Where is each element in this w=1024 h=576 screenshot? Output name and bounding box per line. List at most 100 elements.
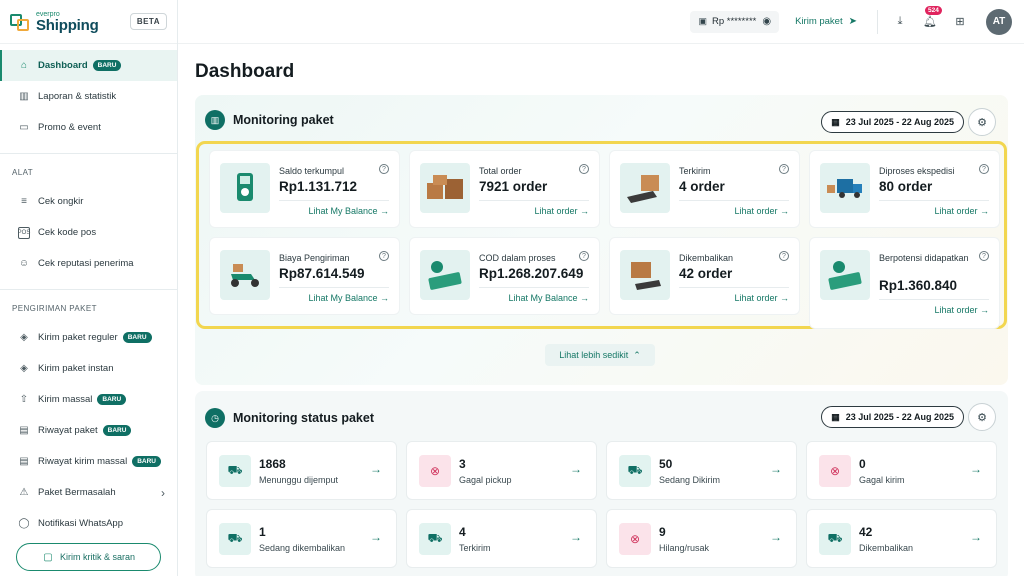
status-count: 4	[459, 525, 466, 539]
card-link[interactable]: Lihat order →	[734, 206, 789, 216]
sidebar-item-cek-kode-pos[interactable]: POS Cek kode pos	[0, 217, 177, 248]
status-card[interactable]: ⛟ 50 Sedang Dikirim →	[607, 442, 796, 499]
divider	[479, 287, 589, 288]
help-icon[interactable]: ?	[379, 164, 389, 174]
sidebar-item-kirim-instan[interactable]: ◈ Kirim paket instan	[0, 353, 177, 384]
status-card[interactable]: ⛟ 4 Terkirim →	[407, 510, 596, 567]
help-icon[interactable]: ?	[579, 251, 589, 261]
sidebar-item-dashboard[interactable]: ⌂ Dashboard BARU	[0, 50, 177, 81]
sidebar-item-notifikasi-whatsapp[interactable]: ◯ Notifikasi WhatsApp	[0, 508, 177, 539]
card-link[interactable]: Lihat order →	[534, 206, 589, 216]
card-link[interactable]: Lihat order →	[934, 305, 989, 315]
help-icon[interactable]: ?	[979, 164, 989, 174]
gear-icon: ⚙	[977, 116, 987, 129]
card-value: Rp1.131.712	[279, 179, 358, 194]
sidebar-item-paket-bermasalah[interactable]: ⚠ Paket Bermasalah ›	[0, 477, 177, 508]
divider	[479, 200, 589, 201]
status-label: Sedang dikembalikan	[259, 543, 346, 553]
card-link[interactable]: Lihat order →	[734, 293, 789, 303]
help-icon[interactable]: ?	[779, 251, 789, 261]
logo[interactable]: everpro Shipping	[36, 11, 99, 33]
status-card[interactable]: ⊗ 9 Hilang/rusak →	[607, 510, 796, 567]
sidebar-item-cek-ongkir[interactable]: ≡ Cek ongkir	[0, 186, 177, 217]
help-icon[interactable]: ?	[979, 251, 989, 261]
beta-badge: BETA	[129, 13, 167, 30]
notification-count: 524	[925, 5, 942, 15]
help-icon[interactable]: ?	[379, 251, 389, 261]
page-title: Dashboard	[195, 61, 295, 82]
sidebar-item-kirim-massal[interactable]: ⇧ Kirim massal BARU	[0, 384, 177, 415]
bar-chart-icon: ▥	[19, 91, 29, 102]
sidebar-item-kirim-reguler[interactable]: ◈ Kirim paket reguler BARU	[0, 322, 177, 353]
card-value: 7921 order	[479, 179, 548, 194]
show-less-button[interactable]: Lihat lebih sedikit ⌃	[545, 344, 655, 366]
status-label: Gagal pickup	[459, 475, 512, 485]
status-count: 42	[859, 525, 873, 539]
arrow-right-icon: →	[770, 462, 782, 476]
sidebar-item-label: Paket Bermasalah	[38, 487, 116, 498]
status-card[interactable]: ⛟ 1868 Menunggu dijemput →	[207, 442, 396, 499]
status-count: 3	[459, 457, 466, 471]
sidebar-item-riwayat-massal[interactable]: ▤ Riwayat kirim massal BARU	[0, 446, 177, 477]
avatar[interactable]: AT	[986, 8, 1012, 35]
card-value: 80 order	[879, 179, 933, 194]
logo-small-text: everpro	[36, 10, 60, 18]
card-label: Terkirim	[679, 166, 711, 176]
kirim-paket-button[interactable]: Kirim paket ➤	[795, 16, 857, 27]
date-range-picker[interactable]: ▦ 23 Jul 2025 - 22 Aug 2025	[821, 406, 964, 428]
help-icon[interactable]: ?	[579, 164, 589, 174]
card-label: Saldo terkumpul	[279, 166, 345, 176]
summary-card-diproses: Diproses ekspedisi ? 80 order Lihat orde…	[810, 151, 999, 227]
calculator-icon: ≡	[21, 196, 27, 207]
card-link[interactable]: Lihat order →	[934, 206, 989, 216]
scooter-icon	[220, 250, 270, 300]
sidebar-item-cek-reputasi[interactable]: ☺ Cek reputasi penerima	[0, 248, 177, 279]
chat-icon: ▢	[43, 551, 53, 563]
eye-icon[interactable]: ◉	[762, 16, 772, 27]
home-icon: ⌂	[20, 60, 28, 71]
sidebar-item-label: Kirim paket reguler	[38, 332, 118, 343]
payment-terminal-icon	[220, 163, 270, 213]
divider	[279, 200, 389, 201]
status-count: 9	[659, 525, 666, 539]
sidebar-item-riwayat-paket[interactable]: ▤ Riwayat paket BARU	[0, 415, 177, 446]
settings-button[interactable]: ⚙	[968, 403, 996, 431]
sidebar-item-label: Kirim massal	[38, 394, 93, 405]
download-icon[interactable]: ⤓	[897, 15, 903, 27]
panel-header: ◷ Monitoring status paket	[205, 408, 374, 428]
settings-button[interactable]: ⚙	[968, 108, 996, 136]
card-link[interactable]: Lihat My Balance →	[508, 293, 589, 303]
sidebar-item-laporan[interactable]: ▥ Laporan & statistik	[0, 81, 177, 112]
card-link[interactable]: Lihat My Balance →	[308, 206, 389, 216]
arrow-right-icon: →	[370, 462, 382, 476]
status-card[interactable]: ⊗ 3 Gagal pickup →	[407, 442, 596, 499]
feedback-button[interactable]: ▢ Kirim kritik & saran	[16, 543, 161, 571]
help-icon[interactable]: ?	[779, 164, 789, 174]
sidebar-item-promo[interactable]: ▭ Promo & event	[0, 112, 177, 143]
whatsapp-icon: ◯	[18, 518, 30, 529]
card-label: Dikembalikan	[679, 253, 734, 263]
bell-icon[interactable]: 🔔︎ 524	[922, 5, 942, 30]
summary-card-cod: COD dalam proses ? Rp1.268.207.649 Lihat…	[410, 238, 599, 314]
truck-icon: ⛟	[219, 455, 251, 487]
x-circle-icon: ⊗	[819, 455, 851, 487]
date-range-picker[interactable]: ▦ 23 Jul 2025 - 22 Aug 2025	[821, 111, 964, 133]
x-circle-icon: ⊗	[419, 455, 451, 487]
divider	[877, 9, 878, 34]
highlight-frame: Saldo terkumpul ? Rp1.131.712 Lihat My B…	[196, 141, 1007, 329]
truck-icon: ⛟	[819, 523, 851, 555]
card-link[interactable]: Lihat My Balance →	[308, 293, 389, 303]
balance-pill[interactable]: ▣ Rp ******** ◉	[690, 10, 780, 33]
arrow-right-icon: →	[570, 530, 582, 544]
apps-grid-icon[interactable]: ⊞	[955, 16, 965, 28]
status-card[interactable]: ⊗ 0 Gagal kirim →	[807, 442, 996, 499]
x-circle-icon: ⊗	[619, 523, 651, 555]
sidebar-item-label: Laporan & statistik	[38, 91, 117, 102]
chevron-right-icon: ›	[161, 485, 165, 500]
status-card[interactable]: ⛟ 42 Dikembalikan →	[807, 510, 996, 567]
status-label: Menunggu dijemput	[259, 475, 339, 485]
panel-title: Monitoring status paket	[233, 411, 374, 425]
summary-card-total-order: Total order ? 7921 order Lihat order →	[410, 151, 599, 227]
status-card[interactable]: ⛟ 1 Sedang dikembalikan →	[207, 510, 396, 567]
divider	[679, 287, 789, 288]
